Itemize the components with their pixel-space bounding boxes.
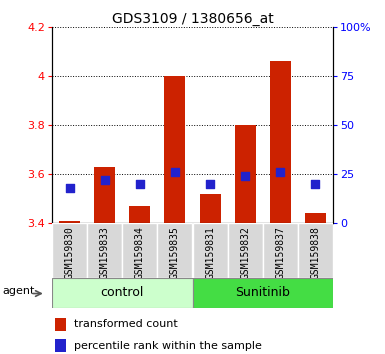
Text: GSM159831: GSM159831 [205, 226, 215, 279]
Bar [164, 76, 186, 223]
Text: GSM159830: GSM159830 [65, 226, 75, 279]
Bar [55, 318, 66, 331]
Text: control: control [100, 286, 144, 299]
Text: GSM159837: GSM159837 [275, 226, 285, 279]
Bar [263, 223, 298, 278]
Text: GSM159835: GSM159835 [170, 226, 180, 279]
Bar [192, 223, 228, 278]
Bar [270, 61, 291, 223]
Bar [199, 194, 221, 223]
Bar [157, 223, 192, 278]
Point [172, 169, 178, 175]
Bar [228, 223, 263, 278]
Bar [298, 223, 333, 278]
Bar [129, 206, 150, 223]
Point [102, 177, 108, 183]
Point [207, 181, 213, 187]
Text: agent: agent [3, 286, 35, 296]
Bar [235, 125, 256, 223]
Text: GSM159833: GSM159833 [100, 226, 110, 279]
Text: GSM159832: GSM159832 [240, 226, 250, 279]
Point [277, 169, 283, 175]
Text: percentile rank within the sample: percentile rank within the sample [74, 341, 262, 350]
Bar [52, 223, 87, 278]
Text: GSM159838: GSM159838 [310, 226, 320, 279]
Bar [192, 278, 333, 308]
Point [242, 173, 248, 179]
Bar [52, 278, 192, 308]
Bar [55, 339, 66, 352]
Bar [87, 223, 122, 278]
Text: Sunitinib: Sunitinib [235, 286, 290, 299]
Text: transformed count: transformed count [74, 319, 178, 330]
Bar [59, 221, 80, 223]
Text: GSM159834: GSM159834 [135, 226, 145, 279]
Point [312, 181, 318, 187]
Text: GDS3109 / 1380656_at: GDS3109 / 1380656_at [112, 12, 273, 27]
Point [137, 181, 143, 187]
Point [67, 185, 73, 190]
Bar [94, 166, 115, 223]
Bar [305, 213, 326, 223]
Bar [122, 223, 157, 278]
